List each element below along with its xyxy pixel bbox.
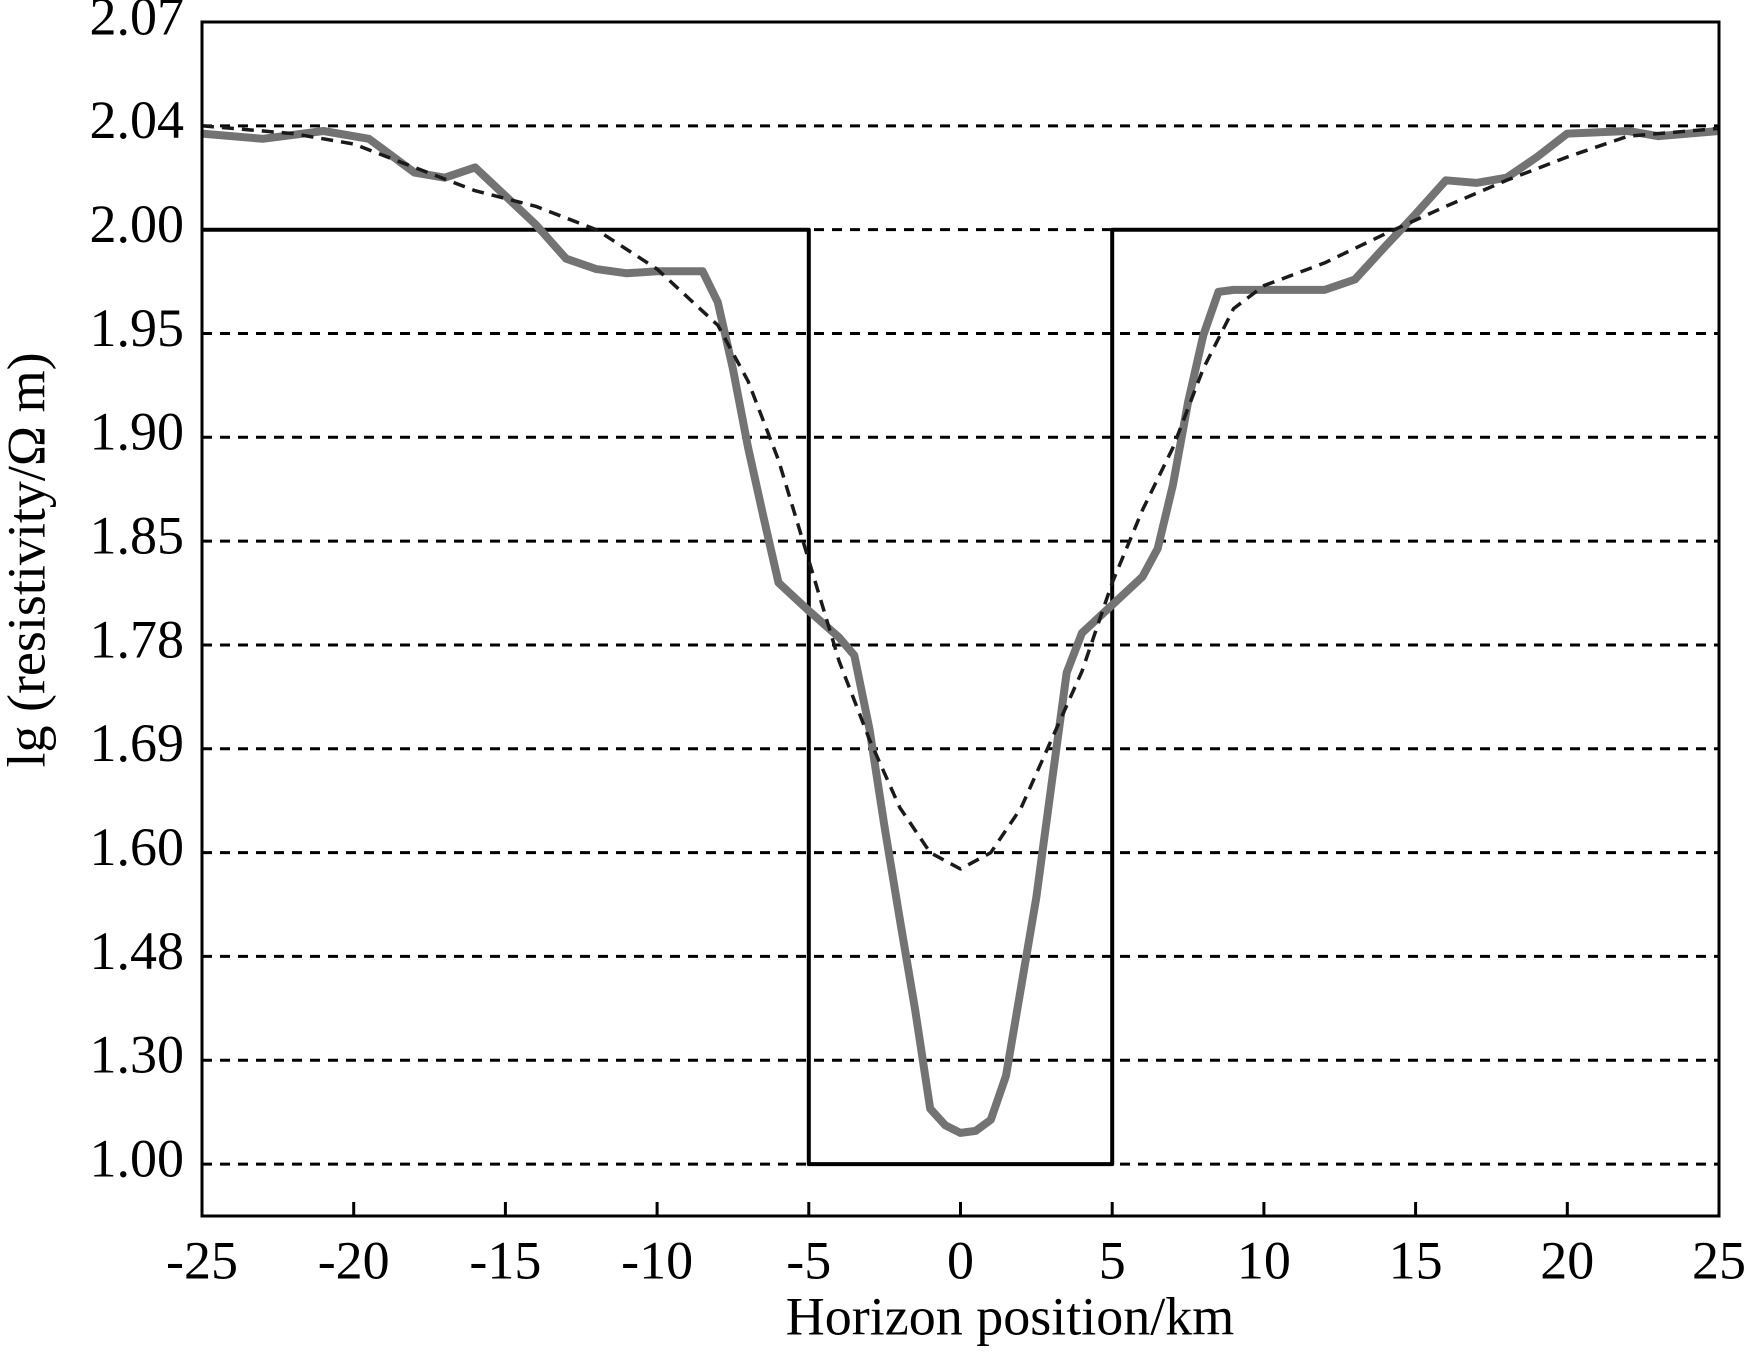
y-tick-label: 1.60 (90, 817, 185, 877)
x-tick-label: -20 (318, 1230, 390, 1290)
x-axis-label: Horizon position/km (786, 1286, 1234, 1346)
y-tick-label: 1.85 (90, 506, 185, 566)
x-tick-label: -15 (469, 1230, 541, 1290)
line-series (201, 127, 1720, 1137)
y-tick-label: 1.90 (90, 402, 185, 462)
y-axis-label: lg (resistivity/Ω m) (0, 352, 56, 767)
y-tick-label: 2.07 (90, 0, 185, 46)
y-tick-label: 1.00 (90, 1128, 185, 1188)
y-tick-label: 2.04 (90, 90, 185, 150)
x-tick-label: -5 (786, 1230, 831, 1290)
y-tick-label: 1.95 (90, 298, 185, 358)
line-series (202, 227, 1719, 1167)
y-tick-label: 1.48 (90, 921, 185, 981)
x-tick-label: 5 (1099, 1230, 1126, 1290)
x-tick-label: -25 (166, 1230, 238, 1290)
x-tick-label: 20 (1540, 1230, 1594, 1290)
y-tick-label: 1.78 (90, 609, 185, 669)
x-tick-label: 25 (1692, 1230, 1746, 1290)
line-series (201, 124, 1720, 871)
x-tick-label: 15 (1389, 1230, 1443, 1290)
y-tick-label: 2.00 (90, 194, 185, 254)
plot-frame (200, 20, 1721, 1218)
x-tick-label: 0 (947, 1230, 974, 1290)
x-tick-label: -10 (621, 1230, 693, 1290)
y-tick-label: 1.69 (90, 713, 185, 773)
y-tick-label: 1.30 (90, 1025, 185, 1085)
x-tick-label: 10 (1237, 1230, 1291, 1290)
